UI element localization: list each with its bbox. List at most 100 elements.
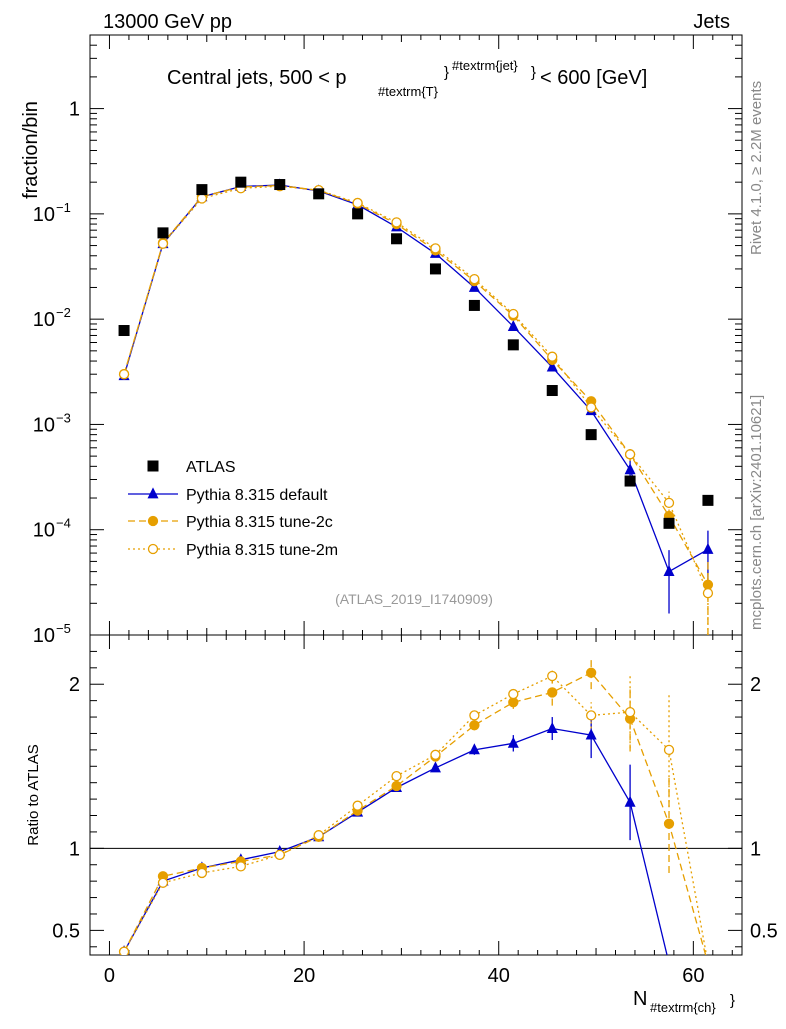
ratio-point-tune-2m	[274, 849, 285, 861]
data-point-default	[468, 280, 480, 292]
data-point-atlas	[468, 299, 480, 311]
ratio-point-default	[429, 761, 441, 773]
side-label-bottom: mcplots.cern.ch [arXiv:2401.10621]	[748, 395, 765, 630]
data-point-default	[546, 360, 558, 372]
ratio-plot-series	[118, 656, 708, 955]
ratio-point-tune-2m	[547, 670, 558, 682]
y-tick-label: 10	[33, 204, 55, 226]
data-point-tune-2m	[469, 273, 480, 285]
data-point-atlas	[235, 176, 247, 188]
ratio-line-0	[123, 727, 668, 955]
x-tick-label: 20	[293, 965, 315, 987]
ratio-point-tune-2m	[352, 800, 363, 811]
plot-title-sup: #textrm{jet}	[452, 58, 518, 73]
data-marks	[90, 176, 742, 955]
plot-title-tail: < 600 [GeV]	[540, 67, 647, 89]
ratio-tick-label: 1	[750, 838, 761, 860]
ratio-point-default	[468, 743, 480, 755]
data-point-tune-2m	[118, 369, 130, 380]
data-point-atlas	[313, 188, 325, 200]
ratio-point-tune-2m	[624, 706, 636, 718]
data-point-tune-2m	[624, 449, 636, 460]
ratio-point-tune-2m	[196, 867, 208, 879]
axis-ticks	[90, 34, 742, 955]
header-right: Jets	[693, 11, 730, 33]
ratio-plot-frame	[89, 634, 743, 956]
plot-title-sub: #textrm{T}	[378, 84, 439, 99]
data-point-atlas	[391, 233, 403, 245]
ratio-point-default	[546, 721, 558, 733]
legend-label-default: Pythia 8.315 default	[186, 487, 328, 504]
ratio-point-tune-2m	[235, 861, 246, 872]
legend-symbol-tune-2m	[147, 543, 159, 555]
data-point-default	[624, 463, 636, 475]
y-tick-label: 10	[33, 414, 55, 436]
ratio-tick-labels-left: 0.5 1 2	[52, 674, 80, 942]
y-tick-exponents: −1 −2 −3 −4 −5	[56, 200, 71, 636]
data-point-default	[663, 565, 675, 577]
plot-title-brace: }	[444, 64, 449, 81]
x-axis-label-sub: #textrm{ch}	[650, 1000, 716, 1015]
data-point-atlas	[157, 227, 169, 239]
x-tick-labels: 0 20 40 60	[104, 965, 705, 987]
data-point-tune-2m	[663, 497, 675, 508]
ratio-point-tune-2m	[430, 749, 441, 760]
data-point-atlas	[585, 429, 597, 441]
y-tick-label: 10	[33, 625, 55, 647]
analysis-id: (ATLAS_2019_I1740909)	[335, 591, 493, 607]
y-tick-label: 1	[69, 99, 80, 121]
ratio-point-tune-2m	[118, 946, 130, 955]
ratio-line-1	[123, 671, 707, 955]
data-point-default	[702, 542, 714, 554]
y-axis-label-ratio: Ratio to ATLAS	[25, 744, 42, 845]
y-tick-exponent: −4	[56, 516, 71, 531]
legend-label-atlas: ATLAS	[186, 459, 236, 476]
series-line-2	[123, 184, 709, 586]
data-point-tune-2m	[508, 308, 519, 320]
y-tick-exponent: −3	[56, 410, 71, 425]
y-tick-exponent: −1	[56, 200, 71, 215]
ratio-tick-label: 0.5	[750, 920, 778, 942]
ratio-point-tune-2c	[663, 818, 675, 829]
ratio-point-tune-2c	[391, 780, 402, 792]
ratio-tick-label: 1	[69, 838, 80, 860]
side-label-top: Rivet 4.1.0, ≥ 2.2M events	[748, 81, 765, 255]
data-point-atlas	[702, 494, 714, 506]
data-point-tune-2m	[391, 217, 402, 228]
data-point-tune-2m	[196, 193, 208, 204]
ratio-point-tune-2m	[469, 710, 480, 721]
series-line-1	[123, 184, 709, 573]
ratio-point-tune-2m	[391, 770, 402, 782]
x-axis-label-brace: }	[730, 992, 735, 1009]
ratio-tick-label: 2	[69, 674, 80, 696]
ratio-point-tune-2c	[469, 720, 480, 731]
ratio-point-default	[507, 736, 519, 748]
ratio-point-tune-2m	[508, 688, 519, 700]
y-tick-label: 10	[33, 520, 55, 542]
data-point-atlas	[429, 263, 441, 275]
y-tick-exponent: −2	[56, 305, 71, 320]
y-tick-exponent: −5	[56, 621, 71, 636]
data-point-atlas	[196, 184, 208, 196]
legend-label-tune-2m: Pythia 8.315 tune-2m	[186, 542, 338, 559]
plot-title-brace-end: }	[531, 64, 536, 81]
header-left: 13000 GeV pp	[103, 11, 232, 33]
top-plot-series	[118, 176, 714, 635]
ratio-point-tune-2m	[157, 877, 169, 888]
data-point-tune-2m	[586, 402, 597, 413]
data-point-atlas	[507, 339, 519, 351]
x-tick-label: 60	[682, 965, 704, 987]
ratio-line-2	[123, 675, 708, 955]
legend-symbol-tune-2c	[147, 515, 159, 527]
ratio-tick-label: 0.5	[52, 920, 80, 942]
ratio-point-tune-2m	[586, 710, 597, 721]
y-tick-labels: 1 10 10 10 10 10	[33, 99, 80, 647]
x-tick-label: 40	[488, 965, 510, 987]
legend-symbol-default	[147, 487, 159, 499]
ratio-tick-labels-right: 0.5 1 2	[750, 674, 778, 942]
ratio-point-default	[624, 795, 636, 807]
data-point-tune-2m	[547, 351, 558, 362]
plot-title-main: Central jets, 500 < p	[167, 67, 347, 89]
legend-label-tune-2c: Pythia 8.315 tune-2c	[186, 514, 333, 531]
